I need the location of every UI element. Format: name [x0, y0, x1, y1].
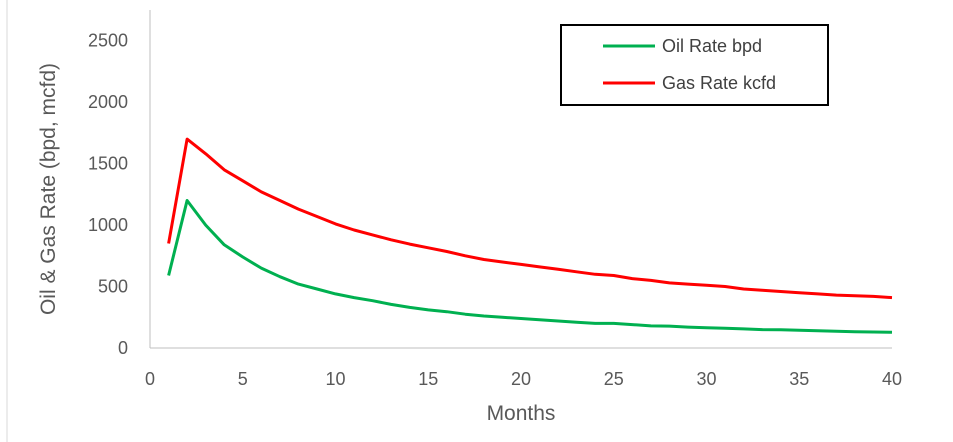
y-tick-labels: 0 500 1000 1500 2000 2500	[88, 31, 128, 358]
x-tick-label: 35	[789, 369, 809, 389]
x-tick-label: 20	[511, 369, 531, 389]
series-line-gas	[167, 137, 893, 300]
x-tick-label: 5	[238, 369, 248, 389]
x-tick-label: 30	[696, 369, 716, 389]
x-axis-title: Months	[487, 402, 556, 425]
y-tick-label: 1000	[88, 215, 128, 235]
legend-label-gas: Gas Rate kcfd	[662, 73, 776, 93]
y-axis-title: Oil & Gas Rate (bpd, mcfd)	[37, 63, 60, 315]
y-tick-label: 0	[118, 338, 128, 358]
y-tick-label: 2000	[88, 92, 128, 112]
x-tick-label: 40	[882, 369, 902, 389]
legend-label-oil: Oil Rate bpd	[662, 36, 762, 56]
y-tick-label: 1500	[88, 154, 128, 174]
x-tick-label: 0	[145, 369, 155, 389]
y-tick-label: 2500	[88, 31, 128, 51]
series-layer	[167, 137, 893, 334]
legend: Oil Rate bpd Gas Rate kcfd	[560, 24, 829, 106]
x-tick-label: 10	[325, 369, 345, 389]
series-line-oil	[167, 199, 893, 334]
y-tick-label: 500	[98, 277, 128, 297]
x-tick-labels: 0 5 10 15 20 25 30 35 40	[145, 369, 902, 389]
x-tick-label: 15	[418, 369, 438, 389]
legend-box	[560, 24, 829, 106]
x-tick-label: 25	[604, 369, 624, 389]
